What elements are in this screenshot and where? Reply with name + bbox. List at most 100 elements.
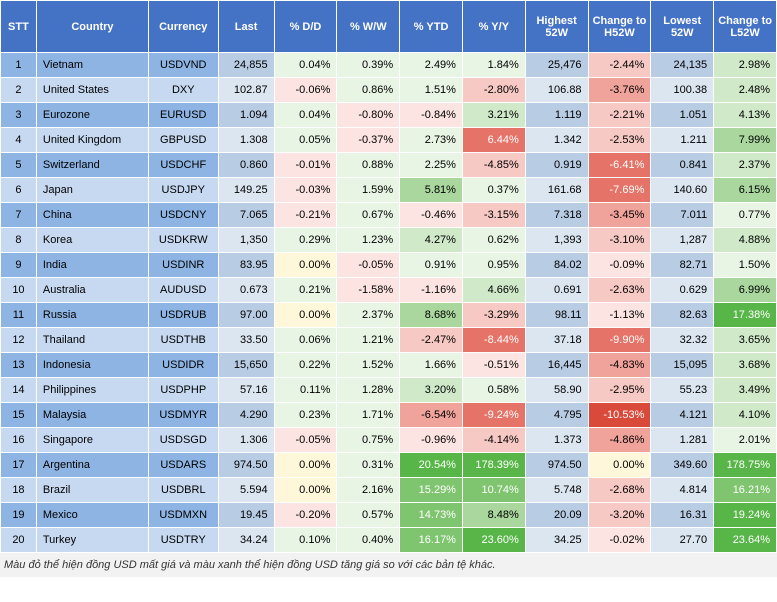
header-10: Lowest 52W xyxy=(651,1,714,53)
cell: USDBRL xyxy=(149,478,219,503)
cell: -3.20% xyxy=(588,503,651,528)
cell: 17 xyxy=(1,453,37,478)
cell: 23.64% xyxy=(714,528,777,553)
cell: 16.31 xyxy=(651,503,714,528)
cell: -0.06% xyxy=(274,78,337,103)
cell: 2.16% xyxy=(337,478,400,503)
cell: 1.51% xyxy=(400,78,463,103)
cell: 25,476 xyxy=(525,53,588,78)
cell: -3.29% xyxy=(462,303,525,328)
cell: 8 xyxy=(1,228,37,253)
cell: 0.06% xyxy=(274,328,337,353)
cell: 1.50% xyxy=(714,253,777,278)
cell: EURUSD xyxy=(149,103,219,128)
header-9: Change to H52W xyxy=(588,1,651,53)
cell: 1.308 xyxy=(218,128,274,153)
cell: 2.25% xyxy=(400,153,463,178)
cell: 6 xyxy=(1,178,37,203)
cell: -4.83% xyxy=(588,353,651,378)
cell: 1.342 xyxy=(525,128,588,153)
cell: 0.58% xyxy=(462,378,525,403)
cell: 0.860 xyxy=(218,153,274,178)
cell: 0.919 xyxy=(525,153,588,178)
cell: -0.46% xyxy=(400,203,463,228)
cell: 7.99% xyxy=(714,128,777,153)
cell: -0.80% xyxy=(337,103,400,128)
cell: -3.15% xyxy=(462,203,525,228)
header-7: % Y/Y xyxy=(462,1,525,53)
table-row: 16SingaporeUSDSGD1.306-0.05%0.75%-0.96%-… xyxy=(1,428,777,453)
cell: 13 xyxy=(1,353,37,378)
table-header: STTCountryCurrencyLast% D/D% W/W% YTD% Y… xyxy=(1,1,777,53)
cell: 6.15% xyxy=(714,178,777,203)
cell: 0.673 xyxy=(218,278,274,303)
cell: -2.47% xyxy=(400,328,463,353)
cell: 0.00% xyxy=(588,453,651,478)
cell: USDJPY xyxy=(149,178,219,203)
cell: 1 xyxy=(1,53,37,78)
cell: Eurozone xyxy=(36,103,148,128)
cell: 8.68% xyxy=(400,303,463,328)
cell: 1.281 xyxy=(651,428,714,453)
cell: USDKRW xyxy=(149,228,219,253)
table-row: 6JapanUSDJPY149.25-0.03%1.59%5.81%0.37%1… xyxy=(1,178,777,203)
cell: 57.16 xyxy=(218,378,274,403)
cell: 10.74% xyxy=(462,478,525,503)
cell: -0.05% xyxy=(274,428,337,453)
cell: 0.37% xyxy=(462,178,525,203)
header-0: STT xyxy=(1,1,37,53)
cell: 100.38 xyxy=(651,78,714,103)
table-row: 12ThailandUSDTHB33.500.06%1.21%-2.47%-8.… xyxy=(1,328,777,353)
cell: 11 xyxy=(1,303,37,328)
cell: 1.52% xyxy=(337,353,400,378)
cell: Japan xyxy=(36,178,148,203)
cell: 0.00% xyxy=(274,453,337,478)
footnote: Màu đỏ thể hiện đồng USD mất giá và màu … xyxy=(0,553,777,577)
table-row: 3EurozoneEURUSD1.0940.04%-0.80%-0.84%3.2… xyxy=(1,103,777,128)
cell: Brazil xyxy=(36,478,148,503)
cell: 55.23 xyxy=(651,378,714,403)
cell: -3.76% xyxy=(588,78,651,103)
cell: 2 xyxy=(1,78,37,103)
cell: -0.37% xyxy=(337,128,400,153)
cell: USDTRY xyxy=(149,528,219,553)
header-6: % YTD xyxy=(400,1,463,53)
cell: 34.25 xyxy=(525,528,588,553)
cell: 0.86% xyxy=(337,78,400,103)
cell: 8.48% xyxy=(462,503,525,528)
cell: 0.67% xyxy=(337,203,400,228)
cell: -8.44% xyxy=(462,328,525,353)
cell: 1.66% xyxy=(400,353,463,378)
cell: 0.31% xyxy=(337,453,400,478)
cell: -9.90% xyxy=(588,328,651,353)
cell: 0.21% xyxy=(274,278,337,303)
cell: -0.84% xyxy=(400,103,463,128)
cell: 37.18 xyxy=(525,328,588,353)
cell: -0.02% xyxy=(588,528,651,553)
cell: 4.66% xyxy=(462,278,525,303)
cell: 974.50 xyxy=(525,453,588,478)
cell: 9 xyxy=(1,253,37,278)
cell: 6.44% xyxy=(462,128,525,153)
cell: 19 xyxy=(1,503,37,528)
cell: 5.748 xyxy=(525,478,588,503)
cell: China xyxy=(36,203,148,228)
cell: 18 xyxy=(1,478,37,503)
cell: -2.95% xyxy=(588,378,651,403)
cell: 0.75% xyxy=(337,428,400,453)
cell: USDARS xyxy=(149,453,219,478)
cell: 1.71% xyxy=(337,403,400,428)
header-8: Highest 52W xyxy=(525,1,588,53)
cell: -0.09% xyxy=(588,253,651,278)
cell: Singapore xyxy=(36,428,148,453)
cell: 1.21% xyxy=(337,328,400,353)
cell: -2.80% xyxy=(462,78,525,103)
cell: 0.11% xyxy=(274,378,337,403)
cell: 3.21% xyxy=(462,103,525,128)
cell: 10 xyxy=(1,278,37,303)
cell: 4.10% xyxy=(714,403,777,428)
table-body: 1VietnamUSDVND24,8550.04%0.39%2.49%1.84%… xyxy=(1,53,777,553)
cell: 0.841 xyxy=(651,153,714,178)
cell: GBPUSD xyxy=(149,128,219,153)
cell: 0.691 xyxy=(525,278,588,303)
